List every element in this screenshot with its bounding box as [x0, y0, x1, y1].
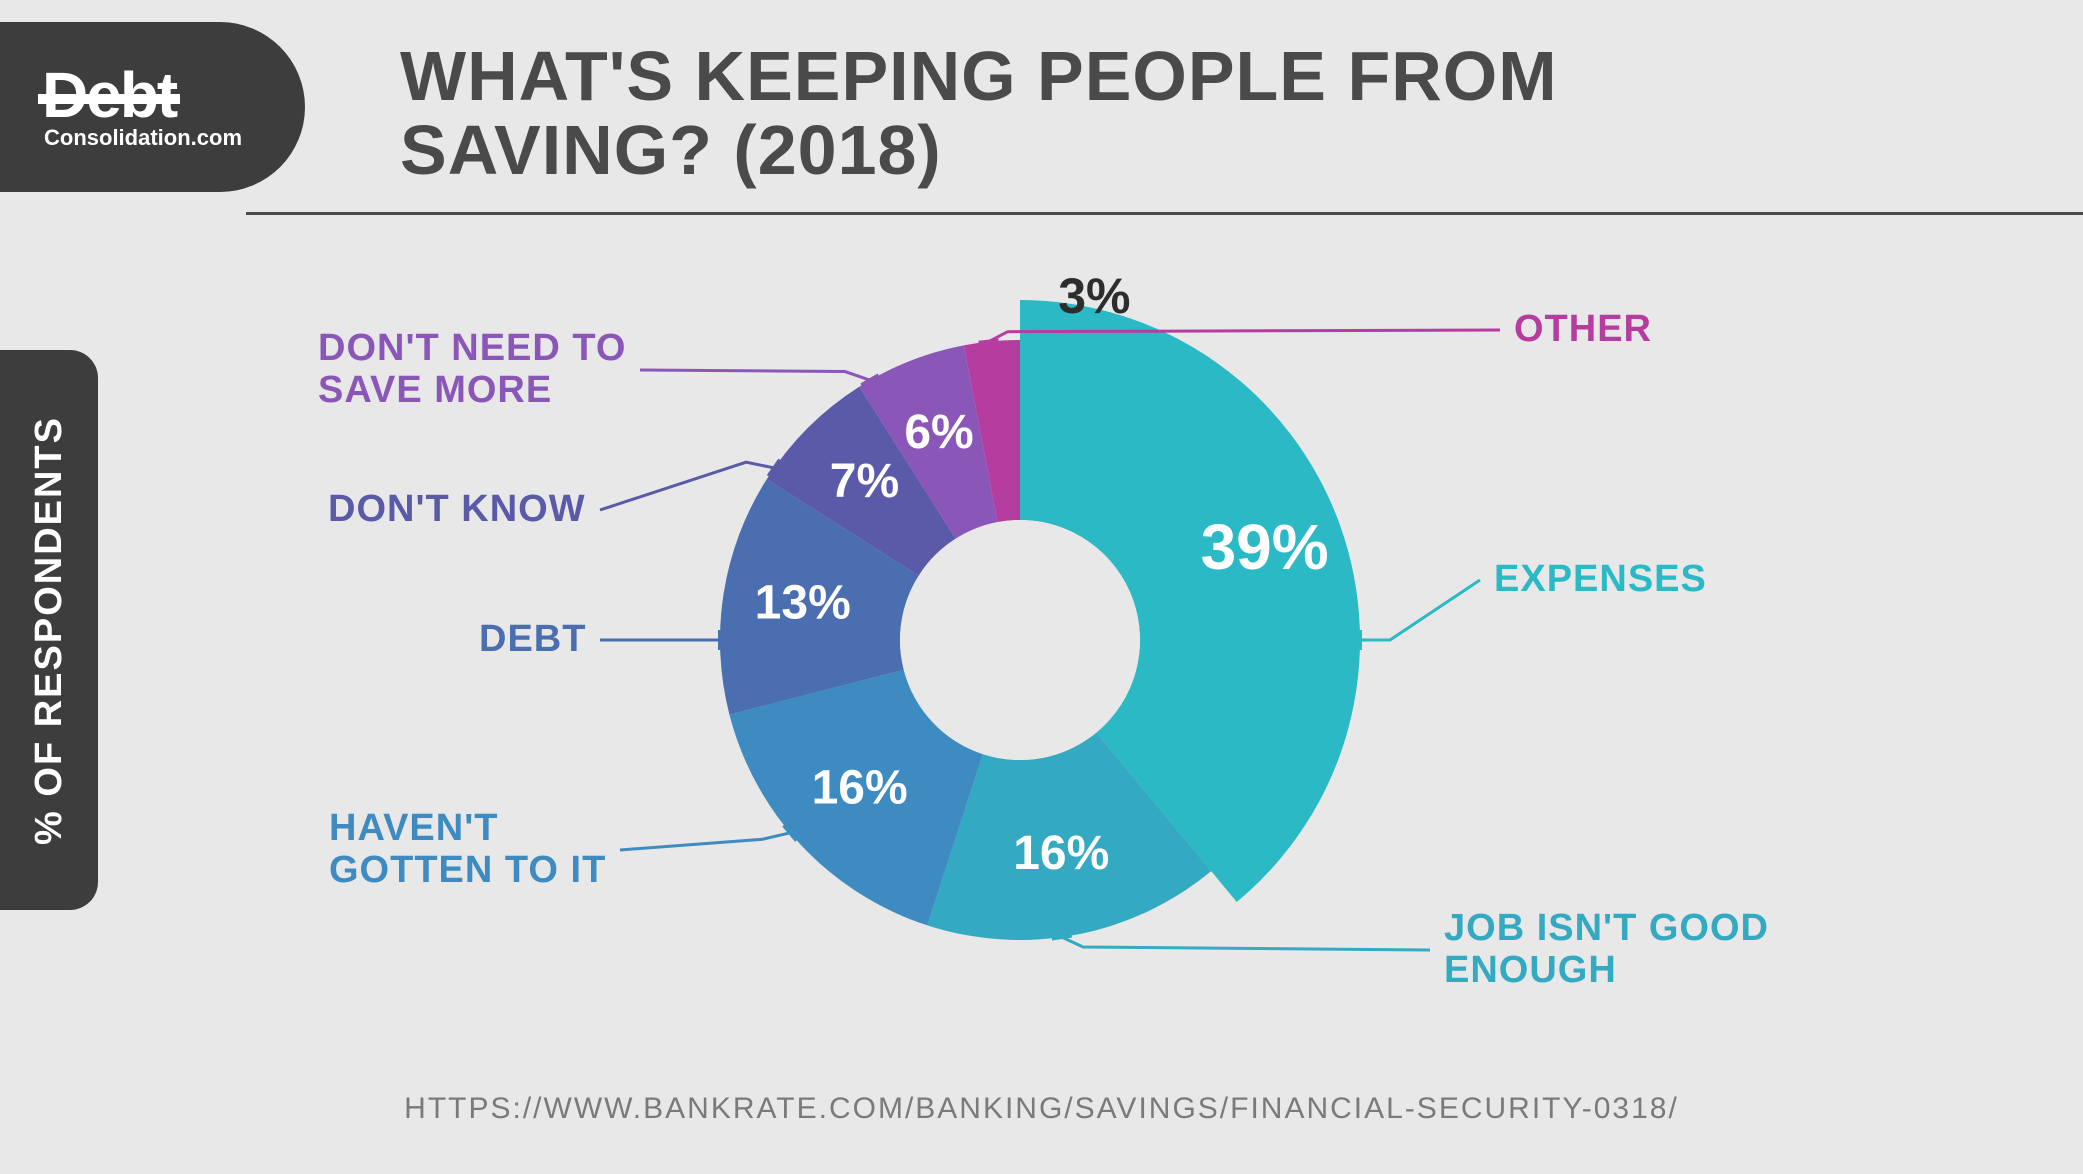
brand-logo-main: Debt: [42, 63, 305, 127]
slice-value-job: 16%: [1013, 827, 1109, 880]
slice-label-dontknow: DON'T KNOW: [328, 489, 586, 531]
source-footer: HTTPS://WWW.BANKRATE.COM/BANKING/SAVINGS…: [0, 1092, 2083, 1126]
slice-label-havent: HAVEN'T GOTTEN TO IT: [329, 808, 606, 892]
slice-value-other: 3%: [1058, 268, 1130, 324]
leader-havent: [620, 833, 790, 850]
donut-chart: 39%16%16%13%7%6%3%: [660, 280, 1380, 1000]
slice-value-havent: 16%: [812, 761, 908, 814]
side-tab-label: % OF RESPONDENTS: [28, 416, 71, 845]
donut-hole: [900, 520, 1140, 760]
slice-label-other: OTHER: [1514, 309, 1652, 351]
brand-logo: Debt Consolidation.com: [0, 22, 305, 192]
page-title: WHAT'S KEEPING PEOPLE FROM SAVING? (2018…: [400, 40, 1558, 187]
leader-dontknow: [600, 462, 774, 510]
slice-label-job: JOB ISN'T GOOD ENOUGH: [1444, 908, 1769, 992]
side-tab: % OF RESPONDENTS: [0, 350, 98, 910]
slice-value-debt: 13%: [755, 576, 851, 629]
leader-expenses: [1360, 580, 1480, 640]
slice-label-debt: DEBT: [479, 619, 586, 661]
slice-label-noneed: DON'T NEED TO SAVE MORE: [318, 328, 626, 412]
leader-job: [1062, 937, 1430, 950]
leader-noneed: [640, 370, 870, 380]
slice-value-noneed: 6%: [904, 406, 973, 459]
brand-logo-text: Debt: [42, 63, 176, 127]
slice-label-expenses: EXPENSES: [1494, 559, 1707, 601]
title-underline: [246, 212, 2083, 215]
slice-value-dontknow: 7%: [830, 455, 899, 508]
slice-value-expenses: 39%: [1201, 511, 1329, 583]
